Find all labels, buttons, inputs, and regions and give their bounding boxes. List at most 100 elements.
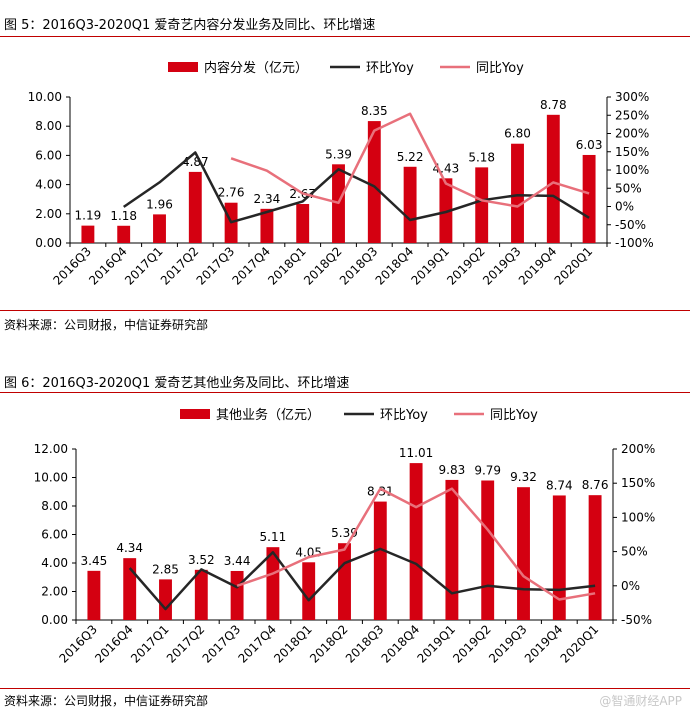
bar bbox=[481, 480, 495, 620]
bar-data-label: 8.78 bbox=[540, 98, 567, 112]
right-tick-label: 200% bbox=[621, 442, 655, 456]
bar-data-label: 5.11 bbox=[260, 530, 287, 544]
bar-data-label: 2.76 bbox=[218, 186, 245, 200]
qoq-line bbox=[122, 151, 590, 224]
left-tick-label: 8.00 bbox=[41, 499, 68, 513]
x-tick-label: 2019Q4 bbox=[516, 244, 560, 288]
bar-data-label: 5.18 bbox=[468, 150, 495, 164]
right-tick-label: 100% bbox=[621, 510, 655, 524]
bar bbox=[517, 487, 530, 620]
bar bbox=[266, 547, 280, 620]
bar bbox=[81, 225, 95, 243]
figure-5-source: 资料来源：公司财报，中信证券研究部 bbox=[4, 318, 209, 332]
figure-5-title: 图 5：2016Q3-2020Q1 爱奇艺内容分发业务及同比、环比增速 bbox=[4, 18, 376, 33]
bar bbox=[475, 167, 489, 243]
right-tick-label: -50% bbox=[621, 613, 652, 627]
left-tick-label: 10.00 bbox=[34, 471, 68, 485]
x-tick-label: 2016Q4 bbox=[86, 244, 130, 288]
x-tick-label: 2018Q3 bbox=[337, 244, 381, 288]
x-tick-label: 2019Q3 bbox=[486, 622, 530, 666]
right-tick-label: -100% bbox=[615, 236, 654, 250]
bar-data-label: 3.52 bbox=[188, 553, 215, 567]
bar bbox=[123, 558, 137, 620]
bar bbox=[87, 570, 101, 620]
legend-yoy-label: 同比Yoy bbox=[476, 61, 524, 76]
legend-yoy-label: 同比Yoy bbox=[490, 408, 538, 423]
bar bbox=[117, 225, 131, 243]
bar bbox=[338, 543, 351, 620]
x-tick-label: 2017Q4 bbox=[229, 244, 273, 288]
left-tick-label: 8.00 bbox=[35, 119, 62, 133]
x-tick-label: 2016Q4 bbox=[92, 622, 136, 666]
qoq-line bbox=[128, 547, 596, 611]
bar-data-label: 1.18 bbox=[110, 209, 137, 223]
bar-data-label: 8.76 bbox=[582, 478, 609, 492]
watermark: @智通财经APP bbox=[599, 694, 682, 708]
x-tick-label: 2017Q1 bbox=[128, 622, 172, 666]
left-tick-label: 0.00 bbox=[35, 236, 62, 250]
bar-data-label: 3.45 bbox=[81, 554, 108, 568]
bar bbox=[439, 178, 453, 243]
x-tick-label: 2019Q1 bbox=[408, 244, 452, 288]
bar-data-label: 3.44 bbox=[224, 554, 251, 568]
bar bbox=[296, 204, 310, 243]
bar-data-label: 1.19 bbox=[75, 209, 102, 223]
x-tick-label: 2019Q3 bbox=[480, 244, 524, 288]
x-tick-label: 2017Q2 bbox=[158, 244, 202, 288]
figure-6-title-rule bbox=[0, 392, 690, 393]
legend-bar-swatch bbox=[168, 62, 198, 72]
bar bbox=[582, 154, 596, 243]
right-tick-label: 200% bbox=[615, 127, 649, 141]
bar bbox=[188, 171, 202, 243]
bar bbox=[588, 495, 602, 620]
legend-bar-label: 其他业务（亿元） bbox=[216, 407, 320, 423]
left-tick-label: 4.00 bbox=[41, 556, 68, 570]
left-tick-label: 2.00 bbox=[35, 207, 62, 221]
x-tick-label: 2016Q3 bbox=[56, 622, 100, 666]
right-tick-label: 100% bbox=[615, 163, 649, 177]
x-tick-label: 2018Q1 bbox=[271, 622, 315, 666]
figure-5-bottom-rule bbox=[0, 310, 690, 311]
left-tick-label: 10.00 bbox=[28, 90, 62, 104]
x-tick-label: 2017Q1 bbox=[122, 244, 166, 288]
bar bbox=[552, 495, 566, 620]
bar-data-label: 2.85 bbox=[152, 562, 179, 576]
bar-data-label: 8.31 bbox=[367, 485, 394, 499]
x-tick-label: 2020Q1 bbox=[558, 622, 602, 666]
legend-qoq-label: 环比Yoy bbox=[366, 61, 414, 76]
x-tick-label: 2018Q2 bbox=[301, 244, 345, 288]
x-tick-label: 2018Q2 bbox=[307, 622, 351, 666]
x-tick-label: 2017Q4 bbox=[235, 622, 279, 666]
bar bbox=[302, 562, 316, 620]
right-tick-label: 50% bbox=[621, 545, 648, 559]
x-tick-label: 2017Q3 bbox=[194, 244, 238, 288]
bar-data-label: 9.32 bbox=[510, 470, 537, 484]
bar-data-label: 8.74 bbox=[546, 478, 573, 492]
figure-6-chart: 0.00 2.00 4.00 6.00 8.00 10.00 12.00 -50% 0% 50% 1… bbox=[34, 407, 656, 666]
bar-data-label: 6.80 bbox=[504, 127, 531, 141]
left-tick-label: 0.00 bbox=[41, 613, 68, 627]
right-tick-label: 300% bbox=[615, 90, 649, 104]
x-tick-label: 2018Q1 bbox=[265, 244, 309, 288]
bar bbox=[230, 570, 244, 620]
bar bbox=[445, 479, 459, 620]
legend-qoq-label: 环比Yoy bbox=[380, 408, 428, 423]
left-tick-label: 4.00 bbox=[35, 178, 62, 192]
bar bbox=[260, 208, 274, 243]
left-tick-label: 6.00 bbox=[35, 148, 62, 162]
bar bbox=[403, 166, 417, 243]
bar-data-label: 5.39 bbox=[325, 147, 352, 161]
right-tick-label: 250% bbox=[615, 108, 649, 122]
right-tick-label: 0% bbox=[621, 579, 640, 593]
bar-data-label: 4.34 bbox=[116, 541, 143, 555]
right-tick-label: 150% bbox=[621, 476, 655, 490]
right-tick-label: 50% bbox=[615, 181, 642, 195]
figure-6-title: 图 6：2016Q3-2020Q1 爱奇艺其他业务及同比、环比增速 bbox=[4, 376, 350, 391]
x-tick-label: 2019Q1 bbox=[414, 622, 458, 666]
bar bbox=[546, 114, 560, 243]
yoy-line bbox=[230, 112, 590, 208]
x-tick-label: 2018Q4 bbox=[373, 244, 417, 288]
x-tick-label: 2017Q2 bbox=[164, 622, 208, 666]
x-tick-label: 2017Q3 bbox=[200, 622, 244, 666]
bar-data-label: 9.83 bbox=[439, 463, 466, 477]
